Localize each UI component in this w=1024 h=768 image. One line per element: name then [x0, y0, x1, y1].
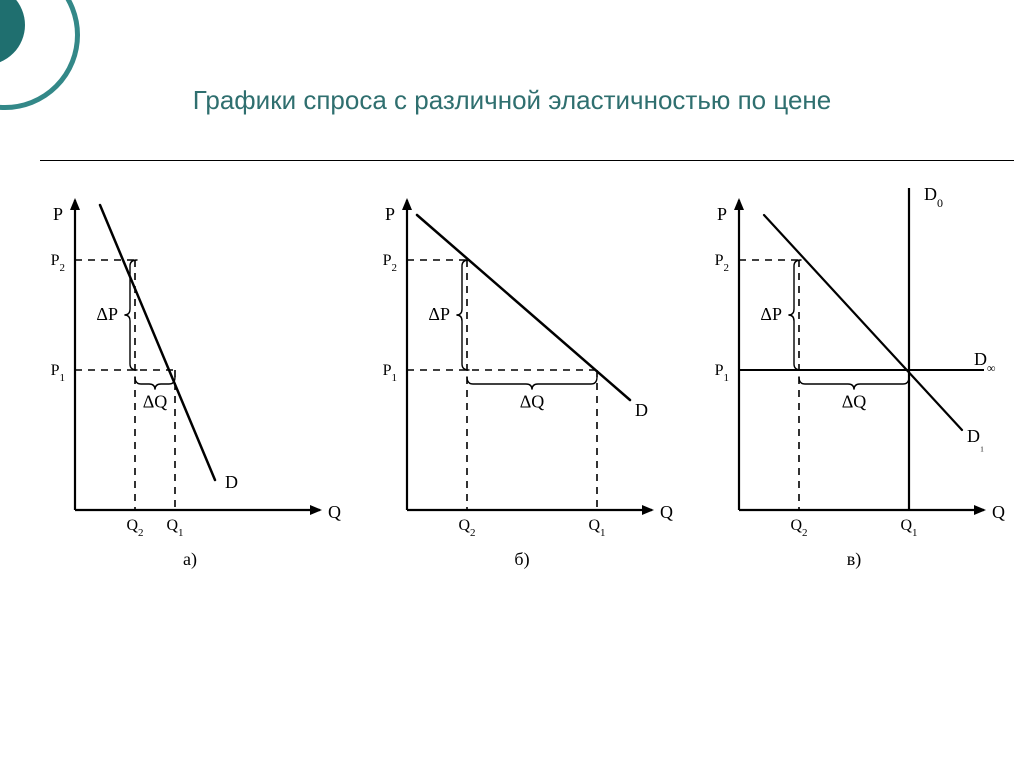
svg-text:P1: P1 [51, 362, 65, 384]
svg-text:P1: P1 [383, 362, 397, 384]
svg-text:D: D [225, 472, 238, 492]
svg-text:ΔP: ΔP [760, 304, 782, 324]
svg-text:Q2: Q2 [126, 517, 143, 539]
svg-text:ΔP: ΔP [96, 304, 118, 324]
svg-text:а): а) [183, 549, 197, 570]
svg-text:D₁: D₁ [967, 426, 984, 452]
svg-text:D0: D0 [924, 184, 943, 210]
svg-text:P: P [717, 204, 727, 224]
svg-text:ΔQ: ΔQ [520, 392, 545, 412]
svg-text:P2: P2 [715, 252, 729, 274]
panel-c: P Q P2 P1 Q2 Q1 D0 D∞ D₁ ΔP ΔQ в) [684, 170, 1014, 590]
svg-text:Q1: Q1 [166, 517, 183, 539]
svg-text:ΔP: ΔP [428, 304, 450, 324]
svg-text:P1: P1 [715, 362, 729, 384]
svg-text:D∞: D∞ [974, 349, 996, 375]
svg-text:ΔQ: ΔQ [143, 392, 168, 412]
svg-text:Q2: Q2 [790, 517, 807, 539]
svg-text:D: D [635, 400, 648, 420]
svg-text:Q: Q [992, 502, 1005, 522]
svg-text:в): в) [847, 549, 862, 570]
svg-text:Q: Q [660, 502, 673, 522]
svg-text:б): б) [514, 549, 529, 570]
svg-text:P: P [53, 204, 63, 224]
svg-text:Q1: Q1 [588, 517, 605, 539]
panel-a: P Q P2 P1 Q2 Q1 D ΔP ΔQ а) [20, 170, 350, 590]
svg-text:P2: P2 [383, 252, 397, 274]
svg-text:Q1: Q1 [900, 517, 917, 539]
svg-text:Q: Q [328, 502, 341, 522]
svg-text:ΔQ: ΔQ [842, 392, 867, 412]
panels-row: P Q P2 P1 Q2 Q1 D ΔP ΔQ а) P Q P2 P1 Q2 Q1 D ΔP ΔQ б) P Q P2… [20, 170, 1014, 590]
page-title: Графики спроса с различной эластичностью… [0, 85, 1024, 116]
title-underline [40, 160, 1014, 161]
svg-text:Q2: Q2 [458, 517, 475, 539]
svg-text:P: P [385, 204, 395, 224]
svg-text:P2: P2 [51, 252, 65, 274]
panel-b: P Q P2 P1 Q2 Q1 D ΔP ΔQ б) [352, 170, 682, 590]
